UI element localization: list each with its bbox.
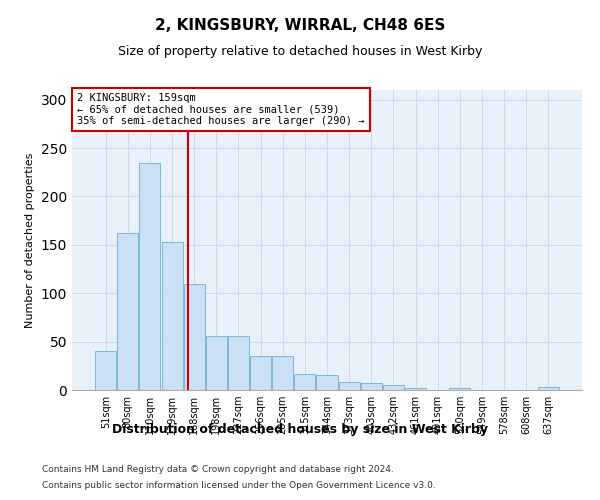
Text: Contains HM Land Registry data © Crown copyright and database right 2024.: Contains HM Land Registry data © Crown c… [42,466,394,474]
Bar [228,336,249,390]
Bar [295,374,316,390]
Bar [161,242,182,390]
Bar [250,356,271,390]
Bar [361,383,382,390]
Bar [383,385,404,390]
Text: Size of property relative to detached houses in West Kirby: Size of property relative to detached ho… [118,45,482,58]
Bar [338,382,359,390]
Bar [449,388,470,390]
Bar [95,352,116,390]
Text: 2 KINGSBURY: 159sqm
← 65% of detached houses are smaller (539)
35% of semi-detac: 2 KINGSBURY: 159sqm ← 65% of detached ho… [77,93,365,126]
Text: Distribution of detached houses by size in West Kirby: Distribution of detached houses by size … [112,422,488,436]
Bar [139,162,160,390]
Text: Contains public sector information licensed under the Open Government Licence v3: Contains public sector information licen… [42,480,436,490]
Bar [538,387,559,390]
Y-axis label: Number of detached properties: Number of detached properties [25,152,35,328]
Bar [405,388,426,390]
Text: 2, KINGSBURY, WIRRAL, CH48 6ES: 2, KINGSBURY, WIRRAL, CH48 6ES [155,18,445,33]
Bar [316,376,338,390]
Bar [272,356,293,390]
Bar [184,284,205,390]
Bar [118,233,139,390]
Bar [206,336,227,390]
